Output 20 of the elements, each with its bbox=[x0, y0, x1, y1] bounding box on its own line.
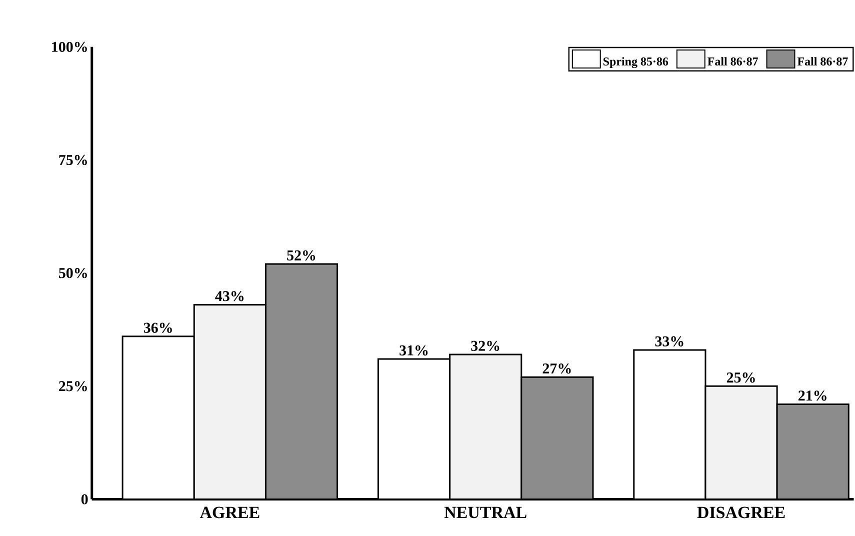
data-label: 27% bbox=[542, 363, 571, 374]
data-label: 36% bbox=[144, 322, 172, 333]
legend-label: Spring 85·86 bbox=[603, 56, 668, 68]
data-label: 25% bbox=[726, 372, 755, 383]
data-label: 21% bbox=[798, 390, 826, 401]
legend-label: Fall 86·87 bbox=[797, 56, 848, 66]
data-label: 52% bbox=[287, 250, 316, 260]
data-label: 33% bbox=[655, 336, 684, 346]
data-label: 43% bbox=[215, 290, 244, 302]
y-tick-label: 75% bbox=[59, 154, 87, 165]
x-tick-label: DISAGREE bbox=[697, 506, 785, 518]
x-tick-label: NEUTRAL bbox=[444, 506, 526, 518]
data-label: 31% bbox=[400, 345, 428, 356]
data-label: 32% bbox=[471, 340, 500, 351]
legend-label: Fall 86·87 bbox=[708, 56, 758, 66]
x-tick-label: AGREE bbox=[200, 506, 260, 518]
y-tick-label: 0 bbox=[81, 494, 88, 504]
y-tick-label: 50% bbox=[58, 268, 87, 278]
y-tick-label: 25% bbox=[59, 381, 87, 392]
y-tick-label: 100% bbox=[52, 42, 87, 52]
